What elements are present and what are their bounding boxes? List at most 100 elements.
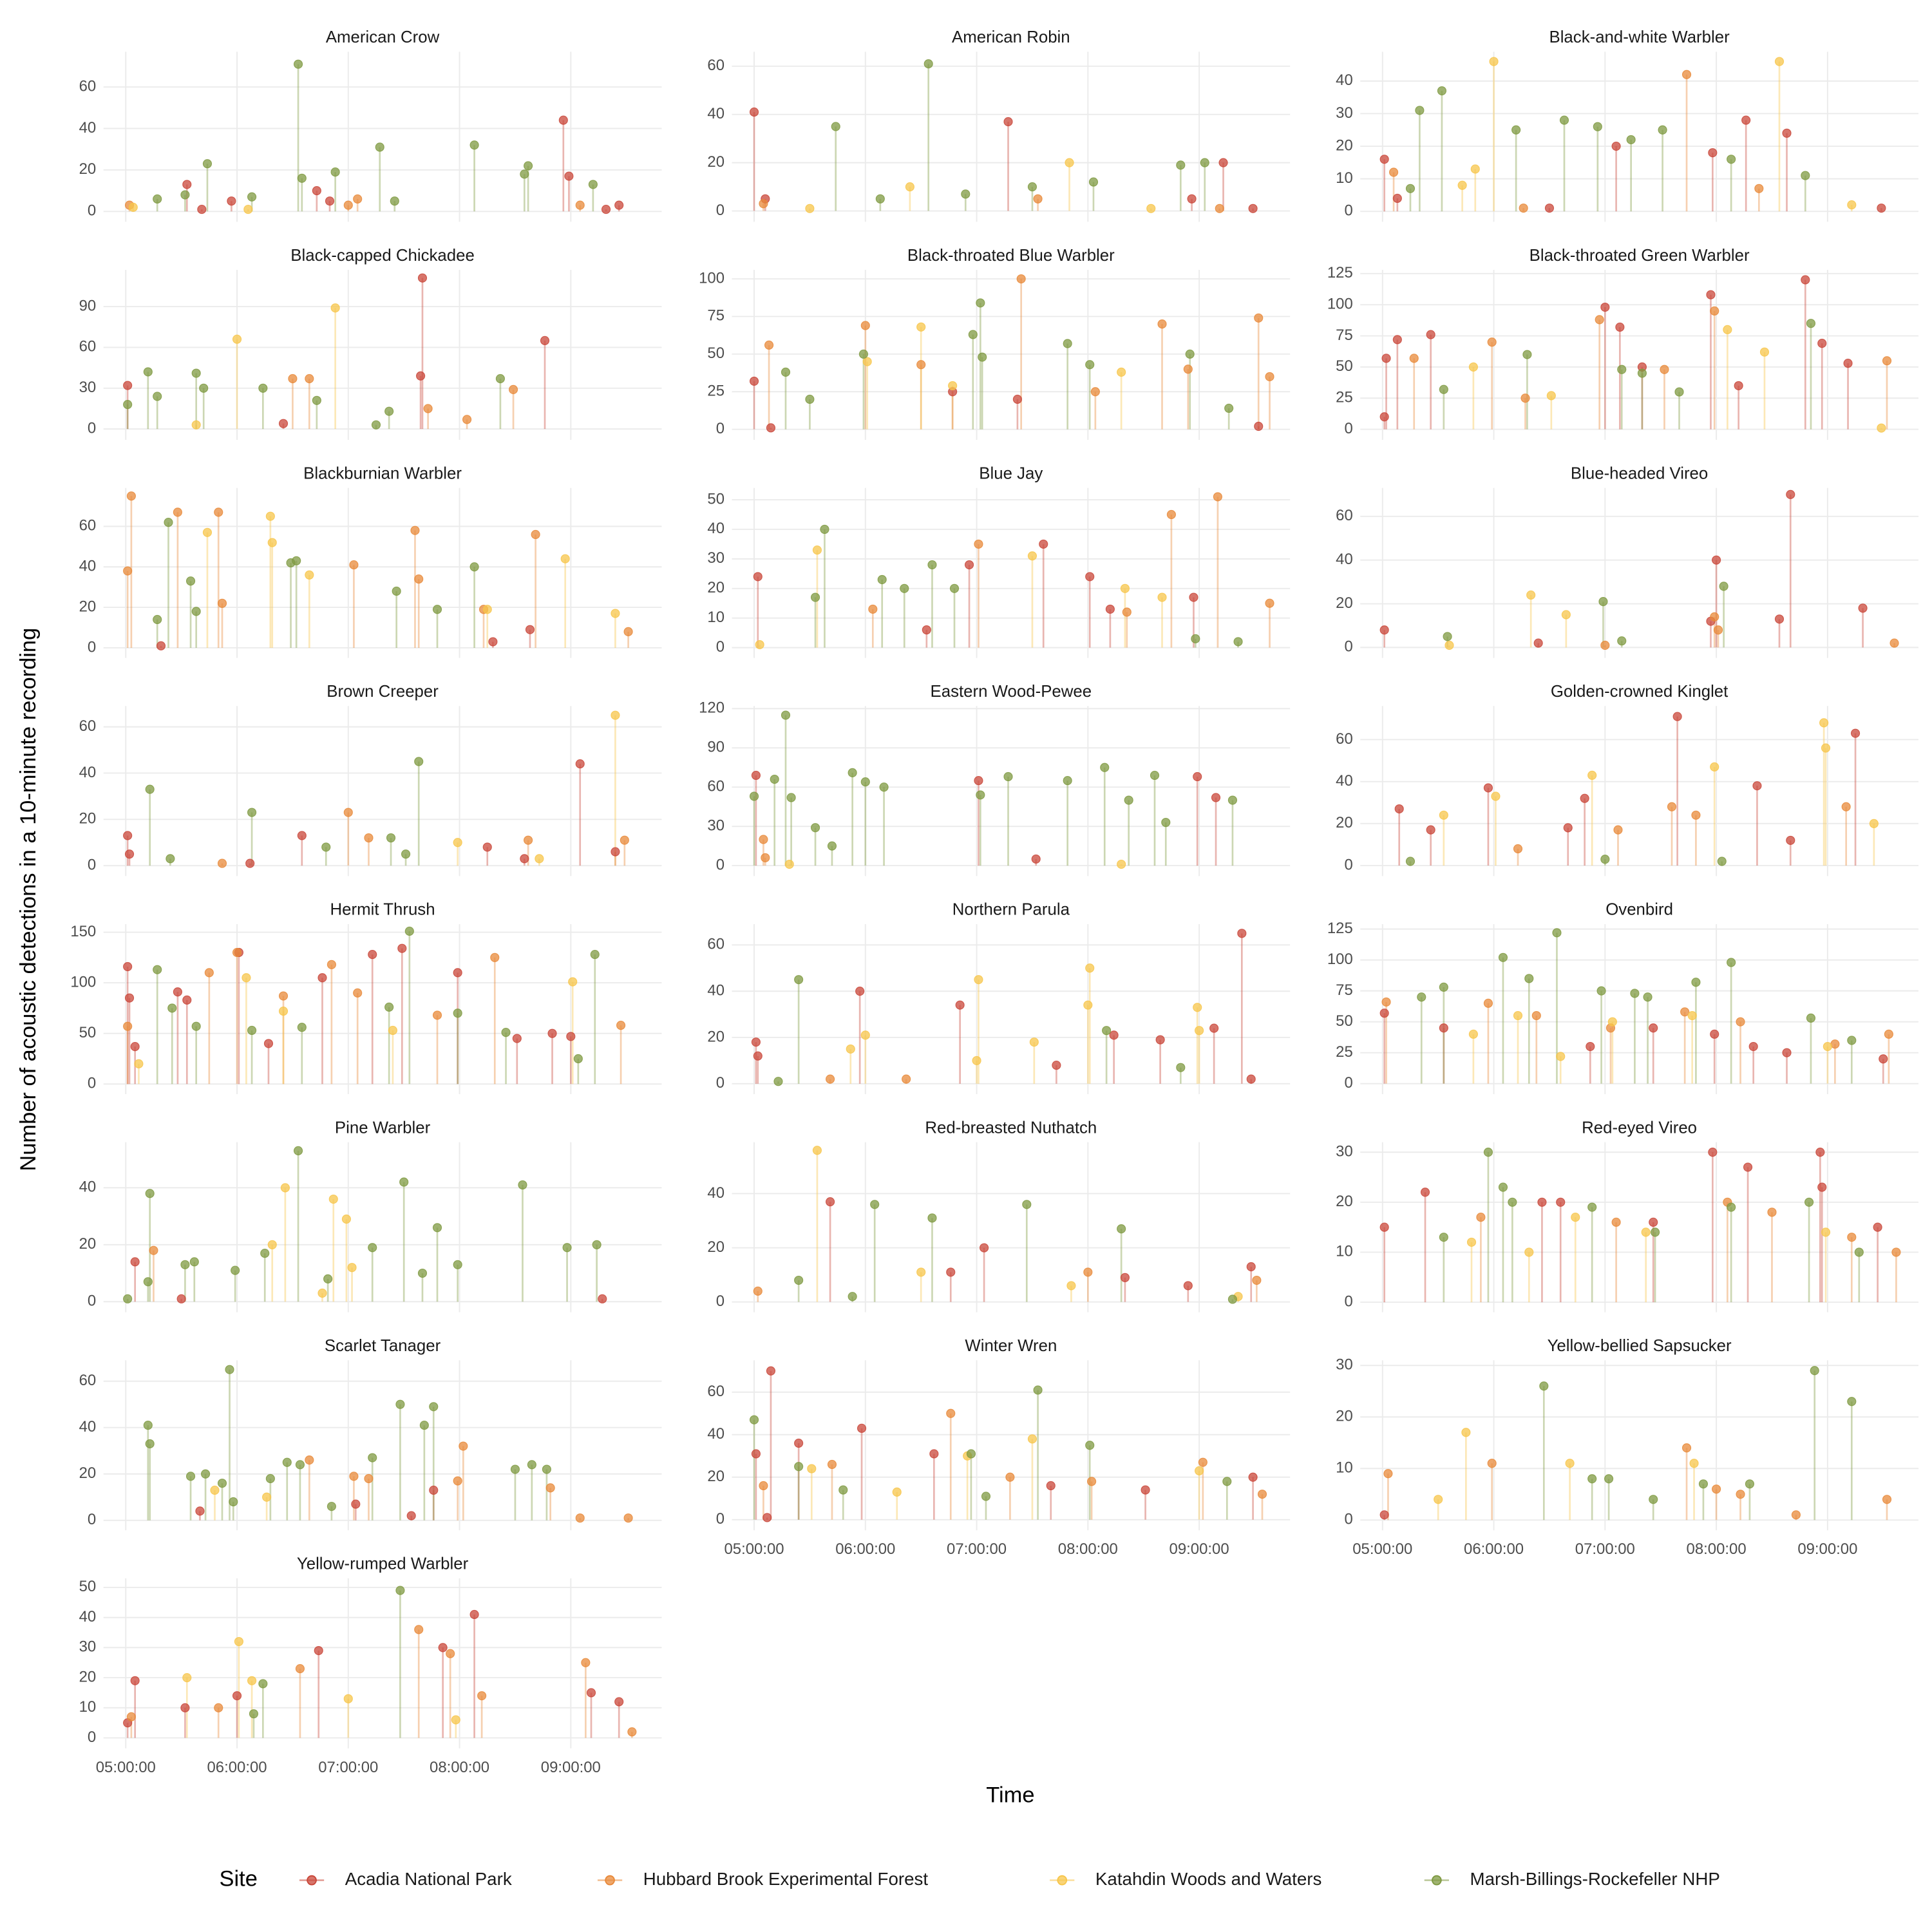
point — [258, 383, 268, 393]
point — [1649, 1495, 1658, 1504]
y-tick-label: 0 — [716, 420, 724, 437]
point — [1817, 339, 1827, 348]
point — [1613, 825, 1623, 835]
point — [1420, 1188, 1430, 1197]
point — [1522, 350, 1532, 359]
y-tick-label: 0 — [88, 856, 96, 873]
point — [1003, 772, 1013, 782]
y-tick-label: 75 — [1336, 327, 1353, 344]
point — [123, 831, 133, 840]
point — [392, 586, 401, 596]
x-tick-label: 09:00:00 — [1797, 1540, 1857, 1558]
point — [922, 625, 931, 635]
point — [297, 1023, 307, 1032]
point — [1379, 1222, 1389, 1232]
point — [191, 368, 201, 378]
point — [1483, 1148, 1493, 1157]
point — [1821, 743, 1831, 753]
y-tick-label: 40 — [79, 1418, 97, 1435]
point — [558, 115, 568, 125]
point — [1003, 117, 1013, 127]
point — [180, 1703, 190, 1712]
point — [520, 854, 529, 864]
point — [588, 180, 598, 189]
point — [149, 1245, 158, 1255]
point — [419, 1421, 429, 1430]
point — [1708, 1148, 1718, 1157]
point — [123, 961, 133, 972]
point — [929, 1449, 939, 1459]
point — [1882, 356, 1892, 366]
x-tick-label: 06:00:00 — [1464, 1540, 1524, 1558]
point — [1552, 928, 1562, 938]
point — [173, 987, 182, 997]
point — [501, 1028, 511, 1037]
point — [1237, 929, 1247, 938]
point — [751, 1037, 761, 1047]
point — [810, 592, 820, 602]
point — [432, 605, 442, 614]
point — [1227, 1294, 1238, 1304]
point — [562, 1243, 572, 1253]
point — [180, 1260, 190, 1269]
point — [123, 566, 133, 576]
point — [1806, 319, 1816, 328]
point — [564, 171, 574, 181]
point — [262, 1492, 272, 1502]
legend-item: Katahdin Woods and Waters — [1050, 1869, 1321, 1889]
panel-title: American Robin — [952, 28, 1070, 46]
y-tick-label: 40 — [1336, 772, 1353, 790]
point — [384, 406, 394, 416]
point — [453, 838, 462, 848]
point — [185, 576, 196, 586]
point — [1394, 804, 1404, 814]
point — [879, 782, 889, 792]
point — [518, 1180, 527, 1190]
panel-title: Golden-crowned Kinglet — [1551, 683, 1728, 701]
point — [781, 710, 791, 720]
point — [1224, 403, 1234, 413]
point — [1513, 1010, 1523, 1021]
point — [130, 1676, 140, 1685]
point — [482, 842, 492, 852]
point — [900, 583, 909, 593]
point — [1667, 802, 1677, 811]
point — [375, 142, 384, 152]
point — [217, 858, 227, 868]
point — [1712, 555, 1721, 565]
y-tick-label: 0 — [88, 202, 96, 220]
y-tick-label: 40 — [79, 1608, 97, 1625]
point — [1161, 817, 1171, 828]
point — [766, 423, 776, 433]
point — [1743, 1162, 1753, 1172]
point — [1741, 115, 1751, 125]
point — [611, 847, 620, 857]
point — [477, 1691, 487, 1701]
point — [1877, 423, 1886, 433]
panel: Yellow-rumped Warbler 0 10 20 30 40 50 05:00:00… — [79, 1555, 662, 1776]
panel: Ovenbird 0 25 50 75 100 125 — [1327, 901, 1918, 1094]
y-tick-label: 40 — [707, 1425, 724, 1443]
panel: Eastern Wood-Pewee 0 30 60 90 120 — [699, 683, 1291, 876]
y-tick-label: 0 — [88, 1293, 96, 1310]
point — [770, 774, 779, 784]
point — [265, 1473, 275, 1484]
point — [1595, 315, 1604, 325]
point — [862, 357, 872, 366]
point — [905, 182, 914, 192]
point — [1533, 638, 1543, 648]
point — [1012, 394, 1022, 404]
panel-title: American Crow — [326, 28, 440, 46]
point — [598, 1294, 607, 1303]
point — [838, 1485, 848, 1495]
point — [432, 1223, 442, 1233]
point — [764, 340, 774, 350]
point — [601, 204, 611, 214]
point — [176, 1294, 186, 1303]
panel-title: Winter Wren — [965, 1337, 1057, 1355]
point — [1596, 986, 1606, 996]
point — [981, 1492, 991, 1501]
point — [761, 853, 770, 862]
point — [1063, 775, 1072, 786]
point — [966, 1449, 976, 1459]
